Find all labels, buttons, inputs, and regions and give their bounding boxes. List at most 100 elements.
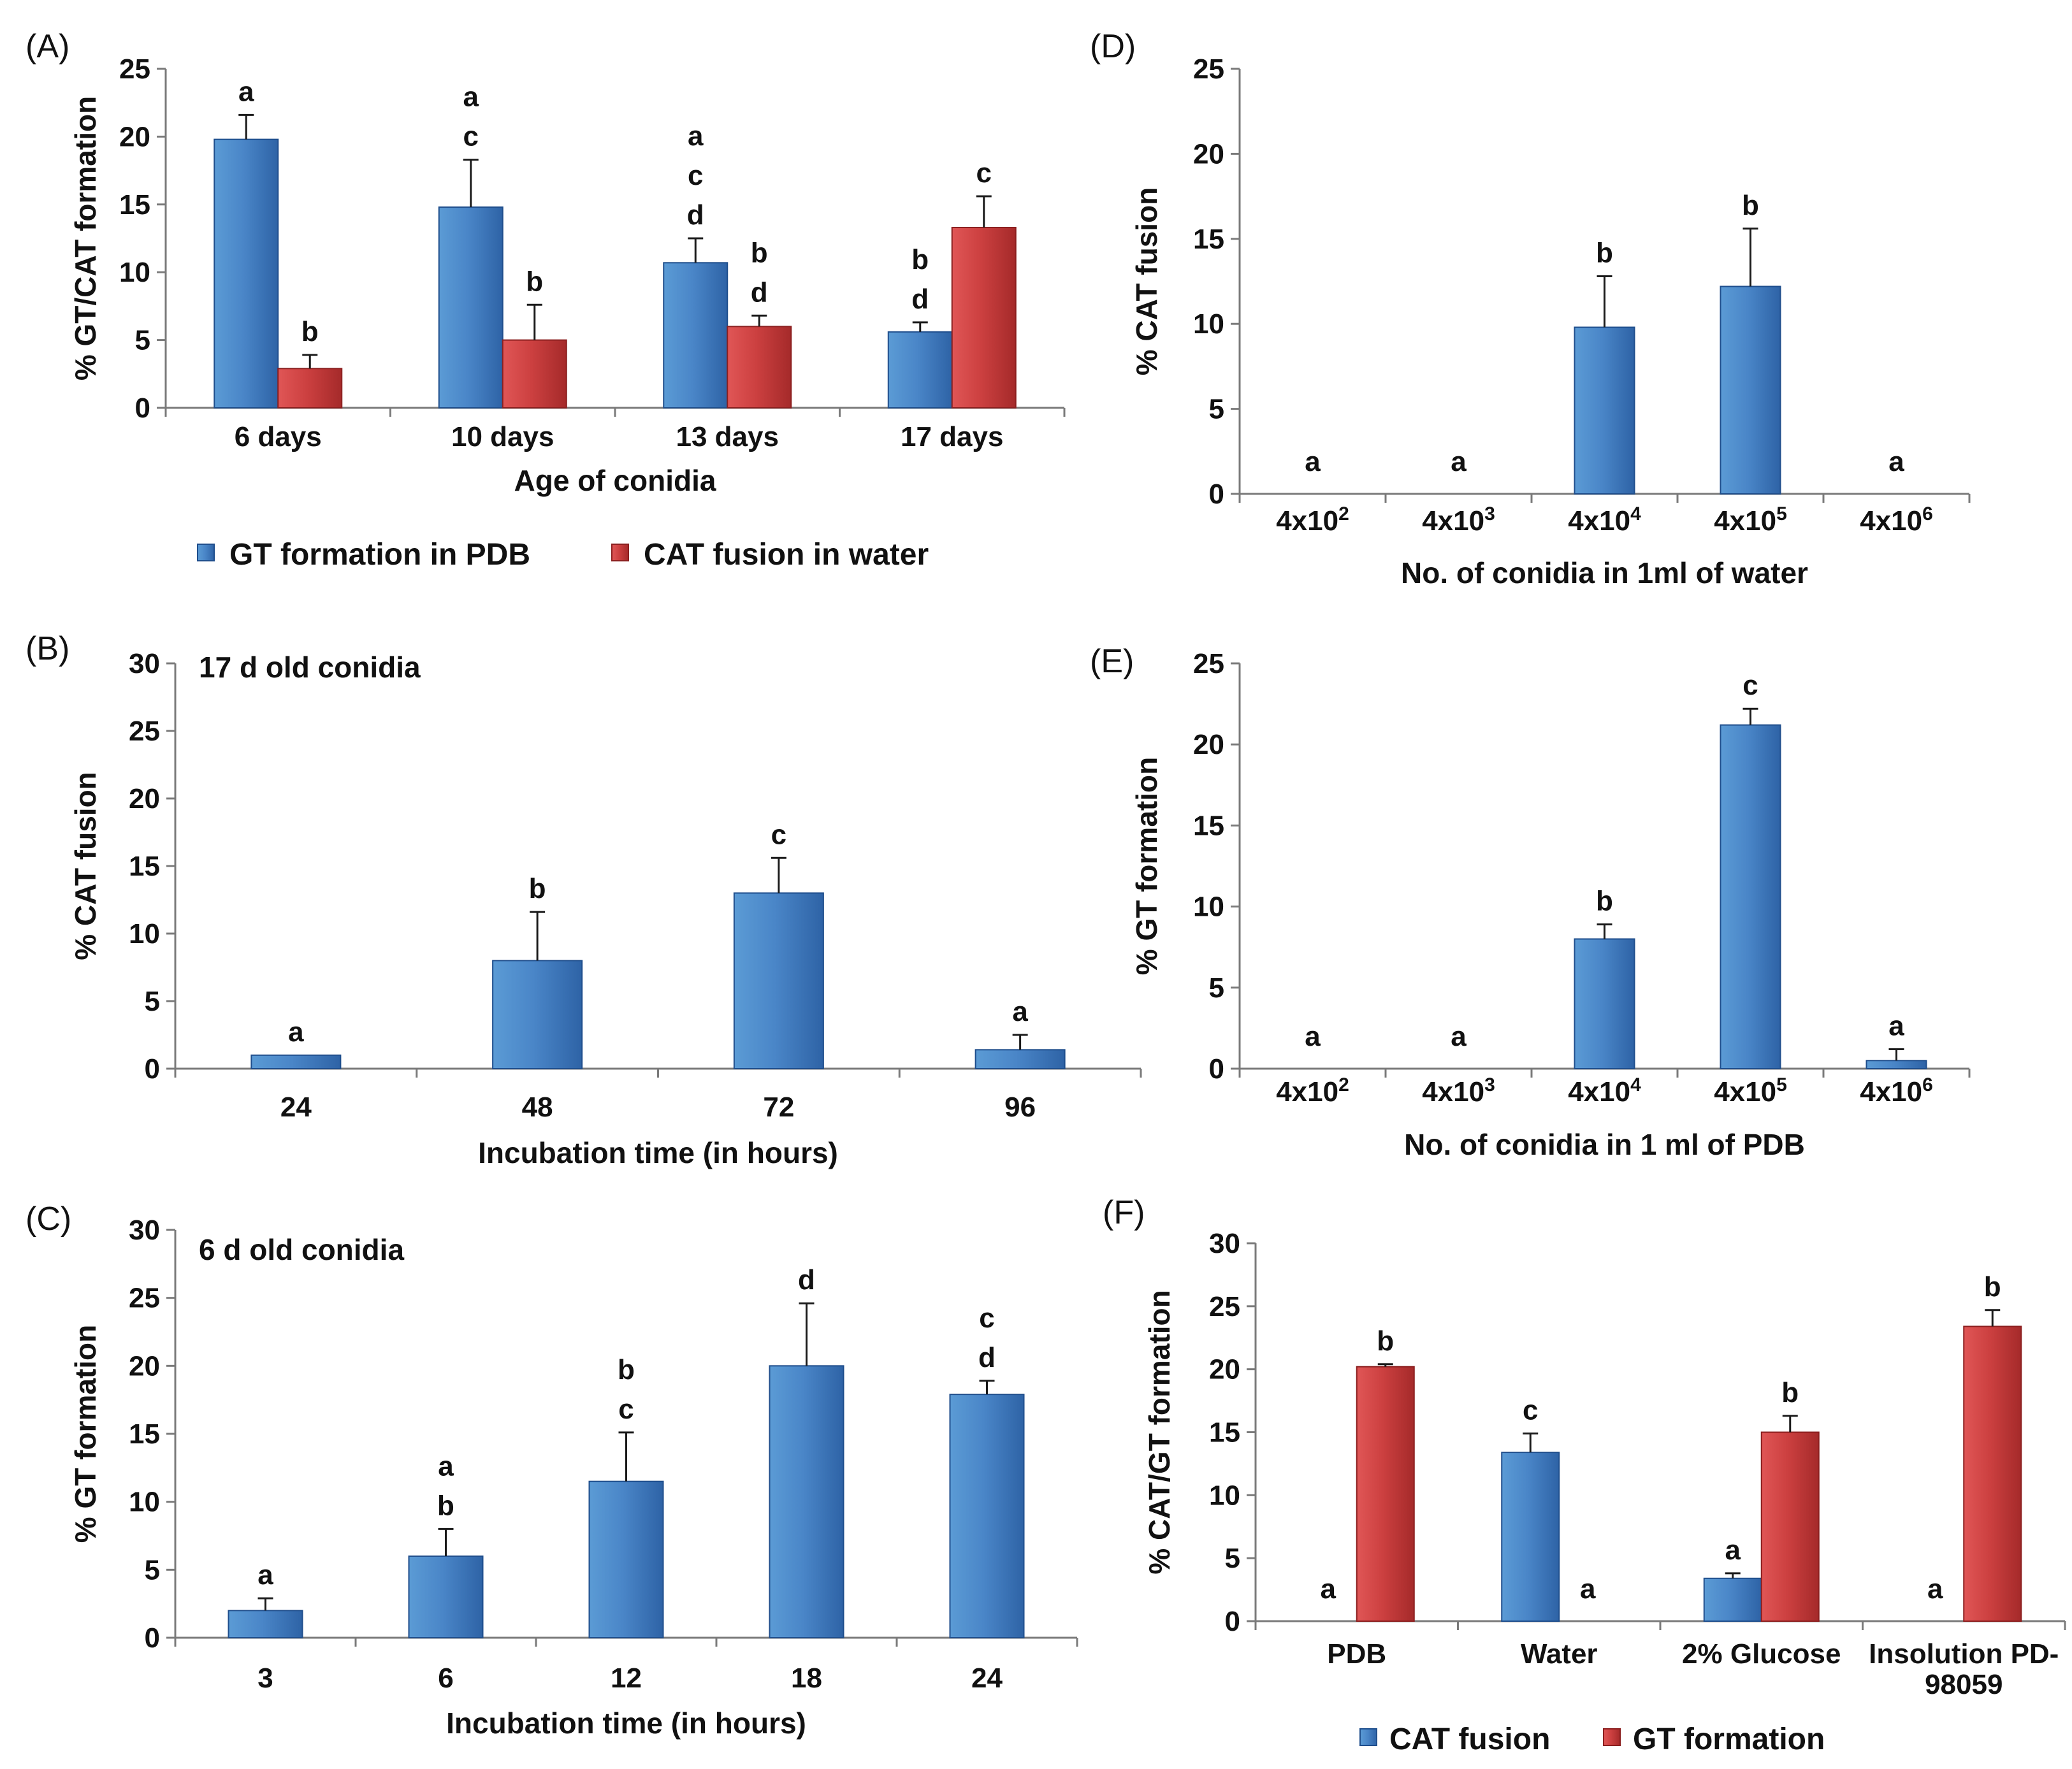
significance-label: b [618,1354,635,1385]
panel-label: (B) [25,630,69,667]
x-tick-label: 98059 [1925,1669,2003,1700]
y-tick-label: 25 [1209,1291,1240,1322]
bar-c-blue-1 [408,1556,484,1638]
significance-label: b [437,1490,454,1521]
x-tick-label: 4x102 [1276,503,1349,537]
y-tick-label: 5 [1209,394,1224,425]
bar-f-red-0 [1356,1366,1415,1622]
x-tick-label: 4x105 [1714,1074,1787,1108]
x-tick-label: 12 [611,1663,642,1694]
significance-label: a [1305,446,1321,477]
bar-d-blue-2 [1574,326,1635,495]
bar-b-blue-3 [974,1049,1066,1069]
significance-label: d [751,277,768,308]
significance-label: b [526,266,543,297]
bar-b-blue-1 [492,960,583,1070]
x-tick-label: PDB [1327,1638,1386,1670]
bar-f-blue-1 [1501,1452,1560,1622]
bar-a-red-1 [502,339,567,408]
significance-label: c [618,1394,634,1425]
y-tick-label: 10 [129,918,160,949]
y-tick-label: 30 [1209,1228,1240,1259]
x-axis-label: Age of conidia [514,464,716,497]
significance-label: a [238,76,254,107]
significance-label: c [979,1303,994,1334]
bar-a-red-3 [951,226,1017,408]
panel-d: (D) 0 5 10 15 20 25 4x102 a 4x103 a 4x104 b 4x105 b 4x1… [1090,28,1971,589]
y-tick-label: 20 [1193,729,1224,760]
legend-label: GT formation [1633,1722,1825,1756]
y-tick-label: 25 [129,716,160,747]
x-tick-label: 13 days [676,421,779,452]
x-axis-label: Incubation time (in hours) [478,1136,838,1169]
bar-f-red-3 [1963,1325,2022,1622]
significance-label: a [288,1016,304,1048]
y-tick-label: 25 [1193,54,1224,85]
x-tick-label: 48 [522,1092,553,1123]
y-axis-label: % GT formation [69,1325,102,1543]
significance-label: c [771,819,786,850]
x-tick-label: 4x103 [1422,1074,1495,1108]
x-tick-label: 2% Glucose [1682,1638,1841,1670]
y-tick-label: 10 [1193,892,1224,923]
bar-c-blue-2 [588,1480,664,1639]
y-tick-label: 0 [135,393,150,424]
panel-label: (D) [1090,28,1136,65]
significance-label: c [976,157,992,189]
panel-b: (B) 17 d old conidia 0 5 10 15 20 25 30 24 a 48 b 72 c… [25,630,1142,1169]
bar-f-blue-2 [1703,1577,1762,1622]
x-tick-label: 24 [280,1092,312,1123]
significance-label: b [751,237,768,268]
y-tick-label: 15 [119,189,150,220]
panel-f: (F) 0 5 10 15 20 25 30 PDB a b Water c a 2% Glucose a b I… [1103,1194,2066,1756]
x-tick-label: 96 [1004,1092,1036,1123]
x-tick-label: 3 [257,1663,273,1694]
bar-d-blue-3 [1720,285,1781,495]
bar-c-blue-0 [228,1610,303,1638]
panel-label: (E) [1090,643,1134,680]
x-tick-label: 4x105 [1714,503,1787,537]
significance-label: a [1451,1021,1467,1052]
legend-label: GT formation in PDB [229,538,530,572]
y-tick-label: 25 [119,54,150,85]
y-axis-label: % CAT fusion [69,772,102,960]
x-tick-label: 72 [763,1092,794,1123]
panel-label: (F) [1103,1194,1145,1231]
x-tick-label: 4x106 [1860,1074,1933,1108]
significance-label: c [1742,670,1758,701]
x-tick-label: 4x102 [1276,1074,1349,1108]
legend-swatch-red [1603,1728,1621,1746]
significance-label: b [1596,237,1613,268]
significance-label: a [1321,1573,1337,1605]
significance-label: b [1781,1377,1799,1408]
y-axis-label: % GT/CAT formation [69,96,102,380]
y-tick-label: 10 [119,257,150,288]
x-tick-label: 4x104 [1568,503,1641,537]
y-tick-label: 20 [1209,1354,1240,1385]
significance-label: b [1377,1325,1394,1357]
y-tick-label: 5 [135,325,150,356]
x-axis-label: No. of conidia in 1 ml of PDB [1404,1128,1805,1161]
y-tick-label: 0 [1209,1053,1224,1085]
y-tick-label: 5 [1209,972,1224,1004]
significance-label: a [438,1450,454,1482]
x-tick-label: 4x103 [1422,503,1495,537]
panel-annotation: 6 d old conidia [199,1233,404,1266]
y-tick-label: 10 [1209,1480,1240,1511]
x-tick-label: 6 days [235,421,322,452]
y-tick-label: 15 [1209,1417,1240,1448]
y-tick-label: 15 [129,851,160,882]
bar-e-blue-3 [1720,724,1781,1069]
y-tick-label: 0 [145,1622,160,1654]
bar-f-red-2 [1760,1431,1820,1622]
significance-label: d [798,1264,815,1296]
significance-label: a [1725,1534,1741,1566]
y-tick-label: 20 [1193,138,1224,170]
significance-label: b [1984,1271,2001,1303]
x-tick-label: 18 [791,1663,822,1694]
significance-label: a [1580,1573,1596,1605]
significance-label: a [463,82,479,113]
panel-e: (E) 0 5 10 15 20 25 4x102 a 4x103 a 4x104 b 4x105 c 4x1… [1090,643,1971,1161]
